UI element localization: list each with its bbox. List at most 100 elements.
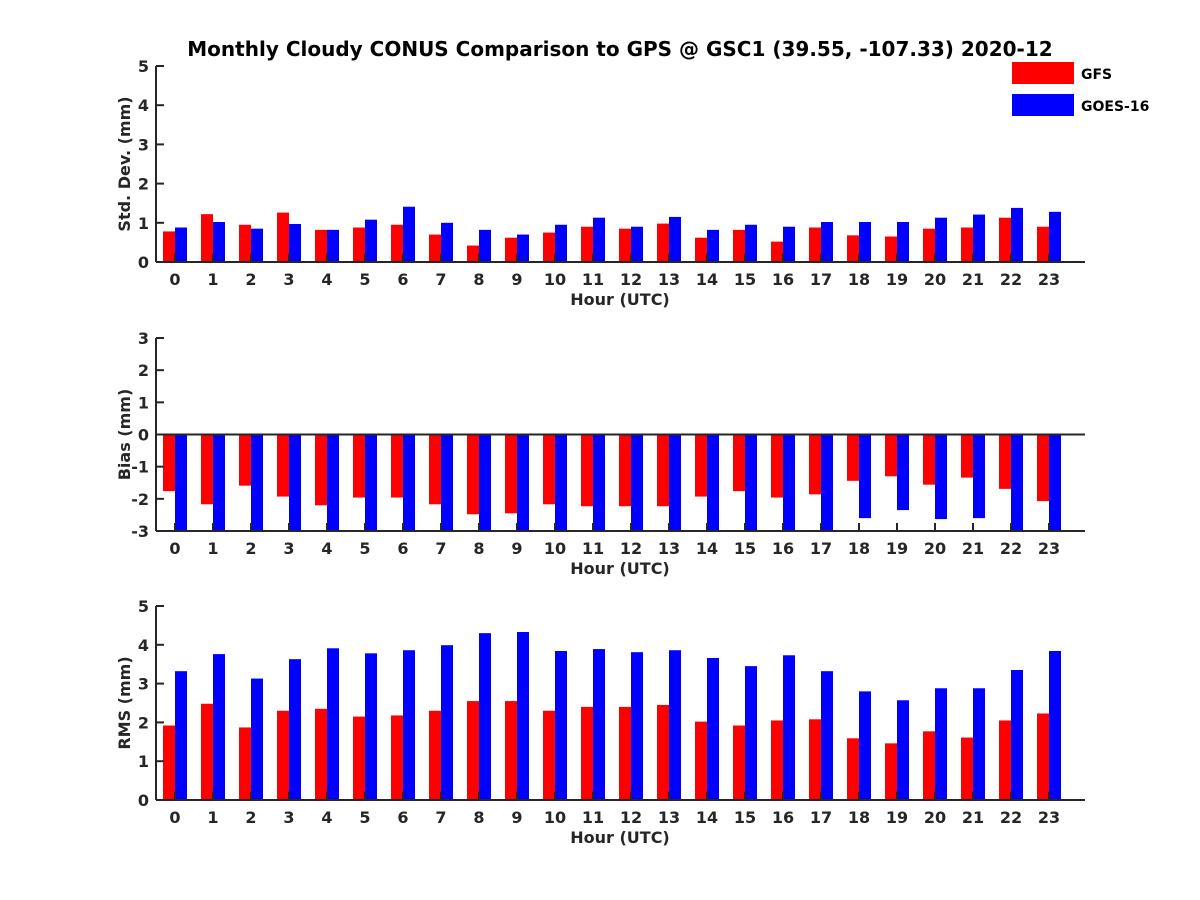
bar-gfs-hour-0 [163,434,175,492]
x-tick-label: 16 [772,270,794,289]
x-tick-label: 19 [886,808,908,827]
y-tick-label: 3 [138,329,149,348]
bar-goes-16-hour-10 [555,651,567,800]
bar-gfs-hour-11 [581,434,593,507]
bar-gfs-hour-3 [277,710,289,800]
bar-goes-16-hour-21 [973,434,985,519]
y-tick-label: 5 [138,597,149,616]
x-tick-label: 16 [772,808,794,827]
bar-gfs-hour-22 [999,217,1011,262]
bar-gfs-hour-23 [1037,226,1049,262]
x-tick-label: 15 [734,270,756,289]
bar-goes-16-hour-18 [859,222,871,262]
bar-goes-16-hour-2 [251,678,263,800]
bar-gfs-hour-1 [201,703,213,800]
bar-goes-16-hour-9 [517,434,529,531]
bar-goes-16-hour-10 [555,224,567,262]
bar-goes-16-hour-17 [821,671,833,800]
bar-goes-16-hour-12 [631,226,643,262]
bar-goes-16-hour-19 [897,434,909,511]
bar-goes-16-hour-19 [897,700,909,800]
bar-gfs-hour-4 [315,708,327,800]
bar-goes-16-hour-3 [289,434,301,531]
bar-gfs-hour-7 [429,434,441,505]
x-axis-label: Hour (UTC) [570,559,670,578]
x-tick-label: 12 [620,808,642,827]
bar-goes-16-hour-18 [859,434,871,519]
y-tick-label: -3 [131,522,149,541]
bar-gfs-hour-11 [581,706,593,800]
y-tick-label: -2 [131,490,149,509]
bar-goes-16-hour-7 [441,434,453,531]
bar-goes-16-hour-13 [669,216,681,262]
bar-goes-16-hour-15 [745,666,757,800]
bar-gfs-hour-18 [847,235,859,262]
x-tick-label: 17 [810,270,832,289]
x-tick-label: 13 [658,539,680,558]
legend-swatch-goes-16 [1012,94,1074,116]
x-tick-label: 1 [207,270,218,289]
bar-gfs-hour-12 [619,434,631,507]
bar-goes-16-hour-0 [175,434,187,531]
bar-gfs-hour-19 [885,434,897,477]
bar-goes-16-hour-5 [365,653,377,800]
bar-gfs-hour-6 [391,715,403,800]
bar-gfs-hour-10 [543,434,555,505]
y-tick-label: 0 [138,426,149,445]
bar-goes-16-hour-16 [783,434,795,531]
bar-goes-16-hour-23 [1049,211,1061,262]
bar-goes-16-hour-21 [973,688,985,800]
bar-gfs-hour-17 [809,227,821,262]
bar-goes-16-hour-8 [479,633,491,800]
bar-goes-16-hour-1 [213,434,225,531]
x-tick-label: 17 [810,808,832,827]
x-tick-label: 17 [810,539,832,558]
bar-goes-16-hour-11 [593,217,605,262]
bar-goes-16-hour-5 [365,219,377,262]
x-tick-label: 8 [473,808,484,827]
x-tick-label: 9 [511,270,522,289]
x-tick-label: 4 [321,539,332,558]
x-tick-label: 0 [169,270,180,289]
bar-gfs-hour-17 [809,434,821,495]
x-tick-label: 13 [658,270,680,289]
y-tick-label: 3 [138,675,149,694]
bar-gfs-hour-21 [961,434,973,478]
x-tick-label: 10 [544,539,566,558]
x-tick-label: 18 [848,808,870,827]
bar-goes-16-hour-12 [631,434,643,531]
bar-gfs-hour-15 [733,725,745,800]
x-axis-label: Hour (UTC) [570,290,670,309]
y-tick-label: 0 [138,253,149,272]
bar-gfs-hour-15 [733,229,745,262]
bar-gfs-hour-0 [163,231,175,262]
bar-gfs-hour-19 [885,743,897,800]
y-axis-label: Std. Dev. (mm) [115,96,134,231]
x-tick-label: 10 [544,270,566,289]
x-tick-label: 16 [772,539,794,558]
bar-gfs-hour-8 [467,701,479,800]
bar-goes-16-hour-16 [783,226,795,262]
x-tick-label: 7 [435,270,446,289]
x-axis-label: Hour (UTC) [570,828,670,847]
x-tick-label: 9 [511,539,522,558]
x-tick-label: 3 [283,270,294,289]
x-tick-label: 21 [962,270,984,289]
bar-goes-16-hour-11 [593,434,605,531]
x-tick-label: 18 [848,270,870,289]
bar-goes-16-hour-10 [555,434,567,531]
x-tick-label: 6 [397,270,408,289]
bar-gfs-hour-21 [961,227,973,262]
bar-goes-16-hour-14 [707,657,719,800]
bar-gfs-hour-16 [771,241,783,262]
bar-gfs-hour-18 [847,738,859,800]
bar-goes-16-hour-1 [213,222,225,262]
bar-goes-16-hour-17 [821,222,833,262]
bar-goes-16-hour-22 [1011,434,1023,531]
x-tick-label: 20 [924,539,946,558]
bar-gfs-hour-21 [961,737,973,800]
